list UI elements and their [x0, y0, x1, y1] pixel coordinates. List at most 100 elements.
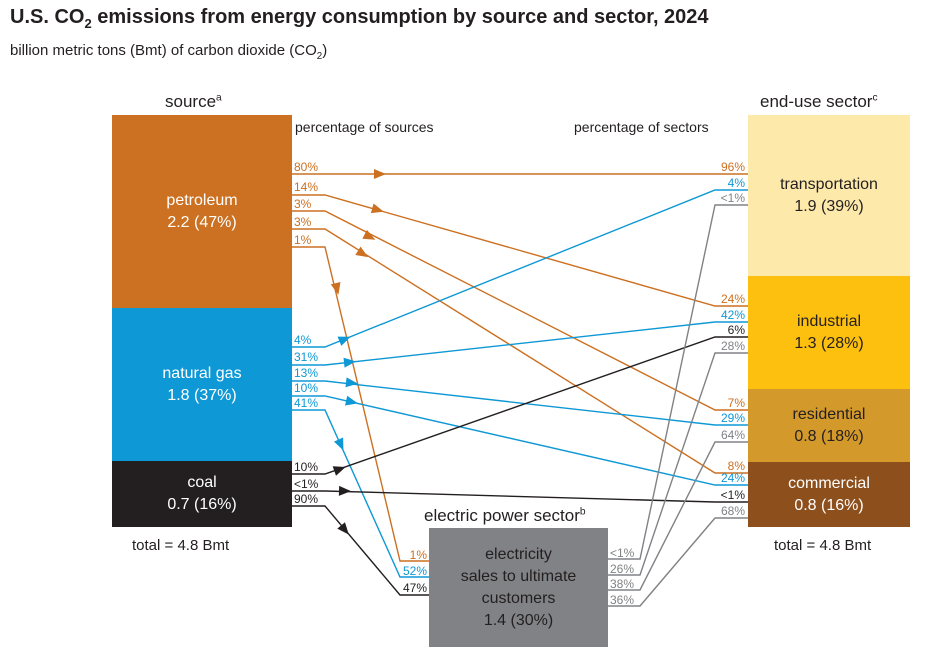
source-percentage: 10%: [294, 381, 318, 395]
flow-line: [292, 395, 748, 486]
target-percentage: 24%: [721, 292, 745, 306]
target-percentage: 68%: [721, 504, 745, 518]
page-title: U.S. CO2 emissions from energy consumpti…: [10, 6, 709, 31]
flow-line: [292, 409, 429, 578]
sector-name: residential: [792, 405, 866, 423]
source-percentage: 14%: [294, 180, 318, 194]
target-percentage: 29%: [721, 411, 745, 425]
flow-petroleum-to-industrial: 14% 24%: [292, 180, 748, 307]
sector-name: transportation: [780, 175, 878, 193]
flow-line: [608, 441, 748, 591]
arrow-icon: [370, 203, 384, 214]
flow-petroleum-to-commercial: 3% 8%: [292, 215, 748, 474]
source-percentage: 13%: [294, 366, 318, 380]
arrow-icon: [374, 169, 386, 179]
flow-coal-to-industrial: 10% 6%: [292, 323, 748, 476]
arrow-icon: [330, 282, 341, 295]
target-percentage: 42%: [721, 308, 745, 322]
source-header-label: source: [165, 92, 217, 111]
flow-line: [292, 490, 748, 503]
sector-header-note: c: [872, 92, 878, 104]
flow-line: [608, 352, 748, 576]
flow-line: [292, 210, 748, 411]
source-percentage: 36%: [610, 593, 634, 607]
flow-petroleum-to-transportation: 80% 96%: [292, 160, 748, 179]
target-percentage: 47%: [403, 581, 427, 595]
sector-header: end-use sectorc: [760, 92, 878, 112]
arrow-icon: [332, 466, 346, 476]
flow-natural-gas-to-residential: 13% 29%: [292, 366, 748, 426]
flow-electricity-to-commercial: 36% 68%: [608, 504, 748, 607]
sector-transportation: transportation 1.9 (39%): [748, 115, 910, 276]
source-percentage: <1%: [294, 477, 319, 491]
flow-line: [292, 189, 748, 348]
electric-power-box: electricity sales to ultimate customers 1.4…: [429, 528, 608, 647]
source-name: natural gas: [162, 364, 242, 382]
flow-coal-to-electric-power: 90% 47%: [292, 492, 429, 596]
pct-sources-label: percentage of sources: [295, 119, 434, 135]
flow-line: [608, 517, 748, 607]
arrow-icon: [362, 229, 376, 240]
arrow-icon: [345, 395, 358, 406]
flow-line: [292, 228, 748, 474]
flow-line: [292, 336, 748, 475]
source-percentage: 10%: [294, 460, 318, 474]
source-header-note: a: [216, 92, 222, 104]
electric-header-label: electric power sector: [424, 506, 580, 525]
source-percentage: 26%: [610, 562, 634, 576]
subtitle: billion metric tons (Bmt) of carbon diox…: [10, 42, 327, 62]
target-percentage: 64%: [721, 428, 745, 442]
flow-electricity-to-industrial: 26% 28%: [608, 339, 748, 576]
target-percentage: 7%: [728, 396, 746, 410]
flow-line: [608, 204, 748, 560]
flow-line: [292, 505, 429, 596]
pct-sectors-label: percentage of sectors: [574, 119, 709, 135]
flow-natural-gas-to-transportation: 4% 4%: [292, 176, 748, 348]
target-percentage: 96%: [721, 160, 745, 174]
flow-line: [292, 321, 748, 366]
sector-name: commercial: [788, 474, 870, 492]
arrow-icon: [337, 336, 351, 346]
source-name: coal: [187, 474, 217, 491]
sector-value: 0.8 (18%): [794, 427, 864, 445]
target-percentage: 52%: [403, 564, 427, 578]
target-percentage: 28%: [721, 339, 745, 353]
arrow-icon: [337, 522, 349, 535]
arrow-icon: [355, 246, 369, 258]
sector-name: industrial: [796, 312, 862, 330]
sector-industrial: industrial 1.3 (28%): [748, 276, 910, 389]
target-percentage: <1%: [721, 191, 746, 205]
target-percentage: 6%: [728, 323, 746, 337]
arrow-icon: [338, 485, 351, 496]
arrow-icon: [345, 377, 358, 388]
flow-natural-gas-to-commercial: 10% 24%: [292, 381, 748, 486]
source-percentage: <1%: [610, 546, 635, 560]
source-percentage: 80%: [294, 160, 318, 174]
source-petroleum: petroleum 2.2 (47%): [112, 115, 292, 308]
flow-line: [292, 194, 748, 307]
source-percentage: 41%: [294, 396, 318, 410]
source-value: 1.8 (37%): [167, 386, 237, 404]
sector-value: 1.3 (28%): [794, 334, 864, 352]
flow-petroleum-to-residential: 3% 7%: [292, 197, 748, 411]
sector-commercial: commercial 0.8 (16%): [748, 462, 910, 527]
subtitle-text-rest: ): [322, 42, 328, 59]
electric-line: sales to ultimate: [460, 567, 577, 585]
arrow-icon: [333, 437, 344, 451]
target-percentage: <1%: [721, 488, 746, 502]
electric-line: electricity: [485, 545, 552, 563]
source-natural-gas: natural gas 1.8 (37%): [112, 308, 292, 461]
electric-value: 1.4 (30%): [483, 611, 554, 629]
arrow-icon: [343, 357, 356, 368]
sector-value: 0.8 (16%): [794, 496, 864, 514]
target-percentage: 1%: [410, 548, 428, 562]
target-percentage: 8%: [728, 459, 746, 473]
source-value: 0.7 (16%): [167, 496, 237, 513]
sector-residential: residential 0.8 (18%): [748, 389, 910, 462]
flow-coal-to-commercial: <1% <1%: [292, 477, 748, 503]
title-subscript: 2: [84, 16, 92, 31]
target-percentage: 24%: [721, 471, 745, 485]
source-header: sourcea: [165, 92, 222, 112]
